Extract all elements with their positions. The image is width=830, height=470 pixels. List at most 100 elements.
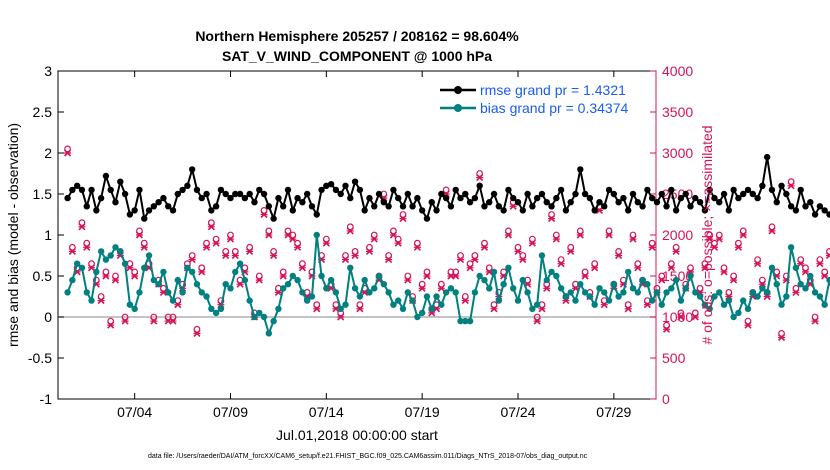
bias-point <box>241 276 249 284</box>
rmse-point <box>581 190 589 198</box>
obs-possible-point <box>696 284 704 292</box>
legend: rmse grand pr = 1.4321 bias grand pr = 0… <box>440 82 628 116</box>
obs-assimilated-point <box>667 264 675 272</box>
chart-title-line1: Northern Hemisphere 205257 / 208162 = 98… <box>195 28 519 44</box>
obs-assimilated-point <box>270 251 278 260</box>
bias-point <box>64 289 71 296</box>
bias-point <box>145 252 153 259</box>
bias-point <box>486 285 493 292</box>
bias-point <box>653 289 661 296</box>
right-tick-label: 3000 <box>662 145 693 161</box>
bias-point <box>332 289 340 296</box>
bias-point <box>510 285 517 292</box>
bias-point <box>308 293 316 300</box>
obs-assimilated-point <box>543 284 551 292</box>
obs-assimilated-point <box>394 239 402 247</box>
obs-possible-point <box>246 243 254 251</box>
obs-assimilated-point <box>418 284 426 292</box>
obs-assimilated-point <box>768 227 776 235</box>
bias-point <box>251 313 258 321</box>
rmse-point <box>347 194 354 202</box>
bias-point <box>265 330 273 337</box>
obs-assimilated-point <box>624 305 632 313</box>
rmse-point <box>327 180 335 188</box>
bias-point <box>380 281 388 288</box>
rmse-point <box>634 199 641 206</box>
data-file-footer: data file: /Users/raeder/DAI/ATM_forcXX/… <box>148 453 588 460</box>
obs-assimilated-point <box>188 256 196 264</box>
obs-assimilated-point <box>514 247 522 255</box>
obs-assimilated-point <box>322 239 330 247</box>
obs-possible-point <box>485 264 493 272</box>
rmse-point <box>562 207 570 214</box>
rmse-point <box>399 203 407 210</box>
rmse-point <box>332 186 340 194</box>
rmse-point <box>227 194 234 202</box>
obs-assimilated-point <box>452 272 460 280</box>
bias-point <box>275 305 282 312</box>
rmse-point <box>716 199 723 206</box>
obs-assimilated-point <box>787 182 795 190</box>
right-tick-label: 2000 <box>662 227 693 243</box>
bias-point <box>107 252 114 259</box>
rmse-point <box>481 203 488 210</box>
rmse-point <box>270 215 277 222</box>
rmse-point <box>625 207 632 214</box>
bias-point <box>711 293 718 300</box>
obs-possible-point <box>346 223 354 231</box>
left-tick-label: 3 <box>44 63 52 79</box>
obs-possible-point <box>481 239 488 247</box>
rmse-point <box>351 178 359 185</box>
bias-point <box>644 281 651 288</box>
bias-point <box>371 285 378 292</box>
rmse-point <box>773 199 780 206</box>
rmse-point <box>754 194 761 202</box>
bias-point <box>188 268 196 276</box>
rmse-point <box>188 166 196 173</box>
bias-point <box>668 285 675 292</box>
rmse-point <box>69 186 76 194</box>
bias-point <box>423 293 431 300</box>
rmse-point <box>275 194 282 202</box>
obs-assimilated-point <box>341 256 350 264</box>
bias-point <box>696 293 704 300</box>
rmse-point <box>256 186 263 194</box>
bias-point <box>553 272 560 280</box>
obs-possible-point <box>605 227 613 235</box>
bias-point <box>682 285 689 292</box>
rmse-point <box>620 194 627 202</box>
rmse-point <box>303 190 311 198</box>
obs-possible-point <box>778 330 785 337</box>
obs-possible-point <box>217 297 225 305</box>
rmse-point <box>783 190 790 198</box>
obs-possible-point <box>557 256 565 264</box>
obs-assimilated-point <box>365 247 374 255</box>
obs-possible-point <box>447 268 455 276</box>
rmse-point <box>763 153 771 161</box>
obs-possible-point <box>768 223 776 231</box>
bias-point <box>740 297 747 304</box>
bias-point <box>490 268 498 276</box>
left-tick-label: 0 <box>44 309 52 325</box>
obs-possible-point <box>802 264 809 272</box>
rmse-point <box>160 194 167 202</box>
obs-possible-point <box>385 252 393 259</box>
obs-assimilated-point <box>615 251 623 260</box>
obs-possible-point <box>390 227 397 235</box>
bias-point <box>236 260 244 267</box>
bias-point <box>342 301 349 308</box>
obs-assimilated-point <box>792 288 800 296</box>
obs-possible-point <box>787 178 795 186</box>
bias-point <box>356 293 364 300</box>
obs-possible-point <box>816 256 824 264</box>
x-tick-label: 07/19 <box>405 404 440 420</box>
obs-assimilated-point <box>576 231 584 239</box>
bias-point <box>768 264 776 271</box>
rmse-point <box>337 190 344 198</box>
obs-assimilated-point <box>490 305 498 313</box>
rmse-point <box>289 207 296 214</box>
rmse-point <box>792 207 800 214</box>
bias-point <box>165 289 172 296</box>
bias-point <box>208 305 215 312</box>
obs-assimilated-point <box>658 276 666 284</box>
